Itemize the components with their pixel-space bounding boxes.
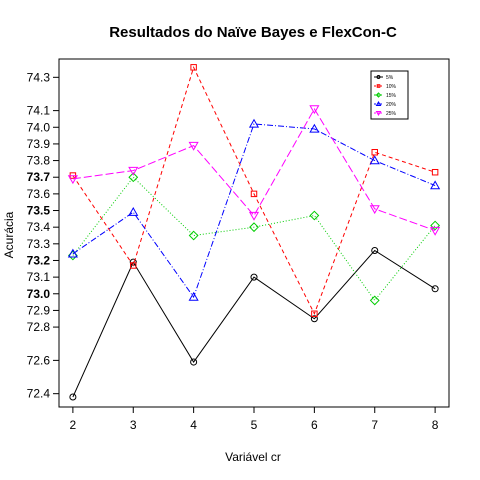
diamond-marker (375, 92, 382, 98)
diamond-marker (309, 210, 320, 221)
y-tick-label: 72.4 (27, 387, 51, 401)
y-tick-label: 73.7 (27, 170, 51, 184)
y-tick-label: 74.0 (27, 120, 51, 134)
series-layer (67, 64, 441, 401)
triangle-down-marker (188, 141, 199, 151)
legend-label: 20% (386, 102, 397, 108)
diamond-marker (369, 295, 380, 306)
y-tick-label: 73.2 (27, 253, 51, 267)
series-line (72, 65, 436, 316)
y-tick-label: 73.4 (27, 220, 51, 234)
y-tick-label: 72.9 (27, 303, 51, 317)
series-line (72, 176, 436, 302)
x-axis: 2 3 4 5 6 7 8 (70, 407, 439, 432)
triangle-up-marker (430, 180, 441, 190)
y-tick-label: 73.5 (27, 204, 51, 218)
triangle-down-marker (128, 166, 139, 176)
y-tick-label: 72.6 (27, 353, 51, 367)
triangle-up-marker (369, 155, 380, 165)
triangle-up-marker (128, 206, 139, 216)
legend-label: 25% (386, 111, 397, 117)
chart-title: Resultados do Naïve Bayes e FlexCon-C (109, 24, 397, 41)
square-marker (190, 64, 197, 71)
y-tick-label: 73.0 (27, 287, 51, 301)
square-marker (431, 168, 439, 176)
x-tick-label: 8 (432, 418, 439, 432)
y-axis-label: Acurácia (2, 211, 16, 258)
y-tick-label: 73.9 (27, 137, 51, 151)
x-tick-label: 7 (371, 418, 378, 432)
triangle-down-marker (248, 211, 260, 221)
triangle-up-marker (67, 248, 78, 258)
legend-label: 10% (386, 84, 397, 90)
triangle-down-marker (67, 175, 78, 185)
x-tick-label: 4 (190, 418, 197, 432)
x-tick-label: 3 (130, 418, 137, 432)
triangle-down-marker (375, 111, 382, 117)
circle-marker (371, 246, 379, 255)
series-line (72, 123, 436, 299)
legend-label: 5% (386, 75, 394, 81)
y-tick-label: 73.3 (27, 237, 51, 251)
circle-marker (376, 75, 381, 79)
x-tick-label: 2 (70, 418, 77, 432)
series-line (72, 107, 436, 231)
diamond-marker (249, 222, 259, 233)
y-tick-label: 73.8 (27, 154, 51, 168)
legend-label: 15% (386, 93, 397, 99)
x-tick-label: 5 (251, 418, 258, 432)
triangle-down-marker (430, 226, 441, 236)
circle-marker (190, 358, 198, 366)
circle-marker (69, 393, 77, 401)
square-marker (130, 262, 137, 269)
series-20% (67, 118, 441, 301)
x-tick-label: 6 (311, 418, 318, 432)
square-marker (376, 84, 381, 88)
triangle-down-marker (309, 105, 320, 115)
series-line (72, 249, 436, 398)
circle-marker (310, 315, 318, 323)
square-marker (371, 149, 378, 156)
square-marker (311, 310, 318, 317)
diamond-marker (188, 230, 199, 241)
y-tick-label: 74.3 (27, 70, 51, 84)
x-axis-label: Variável cr (225, 450, 281, 464)
triangle-up-marker (375, 100, 382, 106)
diamond-marker (430, 220, 441, 231)
series-15% (67, 172, 441, 306)
y-tick-label: 73.6 (27, 187, 51, 201)
triangle-down-marker (369, 205, 380, 215)
y-tick-label: 72.8 (27, 320, 51, 334)
series-5% (69, 246, 439, 401)
triangle-up-marker (188, 291, 199, 301)
y-tick-label: 74.1 (27, 104, 51, 118)
series-25% (67, 105, 441, 236)
y-tick-label: 73.1 (27, 270, 51, 284)
y-axis: 72.4 72.6 72.8 72.9 73.0 73.1 73.2 73.3 73.4 73.5… (27, 70, 59, 401)
circle-marker (431, 285, 439, 293)
triangle-up-marker (248, 118, 260, 128)
square-marker (250, 190, 258, 198)
circle-marker (250, 273, 258, 281)
legend: 5% 10% 15% 20% 25% (370, 70, 409, 120)
diamond-marker (128, 172, 139, 183)
triangle-up-marker (309, 123, 320, 133)
